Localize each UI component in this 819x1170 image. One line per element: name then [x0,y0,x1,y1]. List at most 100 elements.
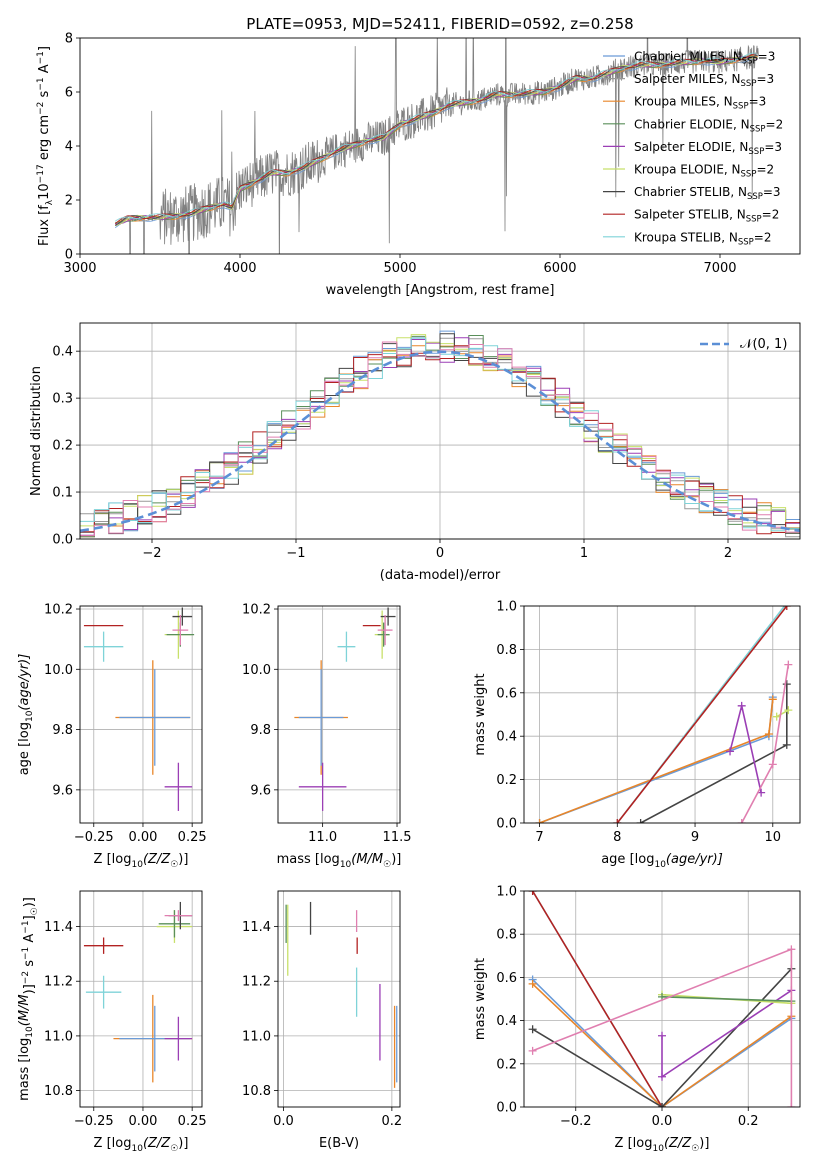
y-tick-label: 10.8 [44,1084,73,1099]
y-tick-label: 11.2 [44,975,73,990]
axes-frame [523,890,801,1108]
weight-marker-1 [768,695,777,704]
x-tick-label: −0.25 [74,1114,114,1129]
weight-marker-5 [726,747,735,756]
plot-area-age_z [83,607,195,811]
x-tick-label: 0.0 [652,1114,673,1129]
y-tick-label: 0.4 [52,345,73,360]
y-tick-label: 0.2 [496,773,517,788]
panel-weight_age: 7 8 9 10 0.0 0.2 0.4 0.6 0.8 1.0 age [log10(age/yr… [473,600,801,870]
figure-title: PLATE=0953, MJD=52411, FIBERID=0592, z=0… [246,15,633,33]
x-tick-label: 8 [613,830,621,845]
legend-label: Chabrier STELIB, NSSP=3 [634,185,781,202]
x-tick-label: 2 [724,546,732,561]
x-axis-label: mass [log10(M/M☉)] [277,852,402,870]
y-axis-label: mass weight [473,673,488,755]
y-tick-label: 1.0 [496,885,517,900]
weight-line-3 [531,891,663,1107]
y-tick-label: 9.8 [52,723,73,738]
x-tick-label: 11.0 [308,830,337,845]
x-axis-label: Z [log10(Z/Z☉)] [94,1136,189,1154]
plot-area-spectrum [114,38,759,254]
y-tick-label: 11.2 [242,975,271,990]
x-tick-label: 0.00 [128,1114,157,1129]
axes-frame [277,605,401,824]
x-tick-label: 7000 [703,261,736,276]
y-tick-label: 10.2 [242,603,271,618]
y-tick-label: 0.2 [52,439,73,454]
x-tick-label: 5000 [383,261,416,276]
y-axis-label: age [log10(age/yr)] [17,654,35,776]
legend-label: 𝒩(0, 1) [740,337,787,352]
legend-label: Salpeter MILES, NSSP=3 [634,72,774,89]
weight-marker-4 [658,1103,666,1107]
axes-frame [79,605,203,824]
weight-line-7 [661,996,792,1002]
y-tick-label: 0.8 [496,928,517,943]
x-tick-label: 4000 [223,261,256,276]
y-tick-label: 1.0 [496,600,517,615]
x-tick-label: −2 [142,546,161,561]
y-tick-label: 10.2 [44,603,73,618]
weight-marker-4 [528,1025,537,1034]
x-tick-label: 0.25 [178,830,207,845]
weight-marker-8 [787,945,796,954]
panel-age_mass: 11.0 11.5 9.6 9.8 10.0 10.2 mass [log10(M/M☉)] [242,603,411,870]
panel-age_z: −0.25 0.00 0.25 9.6 9.8 10.0 10.2 Z [log10(Z/Z☉… [17,603,207,870]
x-tick-label: 9 [691,830,699,845]
weight-line-1 [532,983,792,1107]
y-tick-label: 0 [65,248,73,263]
x-tick-label: 0.2 [382,1114,403,1129]
weight-marker-6 [772,712,781,721]
x-tick-label: 0.00 [128,830,157,845]
panel-mass_z: −0.25 0.00 0.25 10.8 11.0 11.2 11.4 Z [log10(Z/… [17,890,207,1154]
x-tick-label: 0.0 [273,1114,294,1129]
plot-area-weight_age [535,606,793,823]
y-tick-label: 11.4 [242,920,271,935]
x-tick-label: 0 [436,546,444,561]
x-axis-label: Z [log10(Z/Z☉)] [615,1136,710,1154]
weight-marker-3 [782,606,791,610]
weight-marker-5 [658,1031,666,1040]
weight-marker-8 [528,1046,537,1055]
x-tick-label: 3000 [63,261,96,276]
weight-marker-1 [535,819,544,823]
x-tick-label: −1 [286,546,305,561]
y-tick-label: 2 [65,194,73,209]
y-tick-label: 0.3 [52,392,73,407]
y-tick-label: 11.4 [44,920,73,935]
y-tick-label: 11.0 [44,1029,73,1044]
weight-marker-7 [768,760,777,769]
x-tick-label: 6000 [543,261,576,276]
model-spectrum-8 [114,52,758,222]
x-axis-label: wavelength [Angstrom, rest frame] [326,283,555,298]
x-tick-label: −0.25 [74,830,114,845]
y-tick-label: 6 [65,86,73,101]
histogram-7 [80,345,800,535]
y-axis-label: Normed distribution [29,366,44,496]
y-tick-label: 10.0 [242,663,271,678]
gaussian-curve [80,350,800,533]
y-tick-label: 11.0 [242,1029,271,1044]
panel-mass_ebv: 0.0 0.2 10.8 11.0 11.2 11.4 E(B-V) [242,890,403,1151]
legend-label: Kroupa ELODIE, NSSP=2 [634,163,774,180]
x-tick-label: 0.25 [178,1114,207,1129]
y-tick-label: 9.6 [250,783,271,798]
weight-marker-7 [784,660,793,669]
weight-marker-4 [636,819,645,823]
weight-marker-7 [737,819,746,823]
weight-marker-8 [787,1103,796,1107]
x-tick-label: −0.2 [560,1114,592,1129]
panels: 3000 4000 5000 6000 7000 0 2 4 6 8 Chabrier MILES,… [17,32,801,1154]
x-tick-label: 11.5 [383,830,412,845]
weight-marker-5 [737,701,746,710]
weight-line-3 [616,606,788,823]
legend: Chabrier MILES, NSSP=3 Salpeter MILES, NS… [603,50,783,247]
x-axis-label: (data-model)/error [380,568,501,583]
plot-area-weight_z [528,891,796,1107]
panel-spectrum: 3000 4000 5000 6000 7000 0 2 4 6 8 Chabrier MILES,… [36,32,801,298]
x-axis-label: Z [log10(Z/Z☉)] [94,852,189,870]
legend-label: Chabrier ELODIE, NSSP=2 [634,117,783,134]
weight-marker-1 [528,979,537,988]
y-tick-label: 0.2 [496,1057,517,1072]
